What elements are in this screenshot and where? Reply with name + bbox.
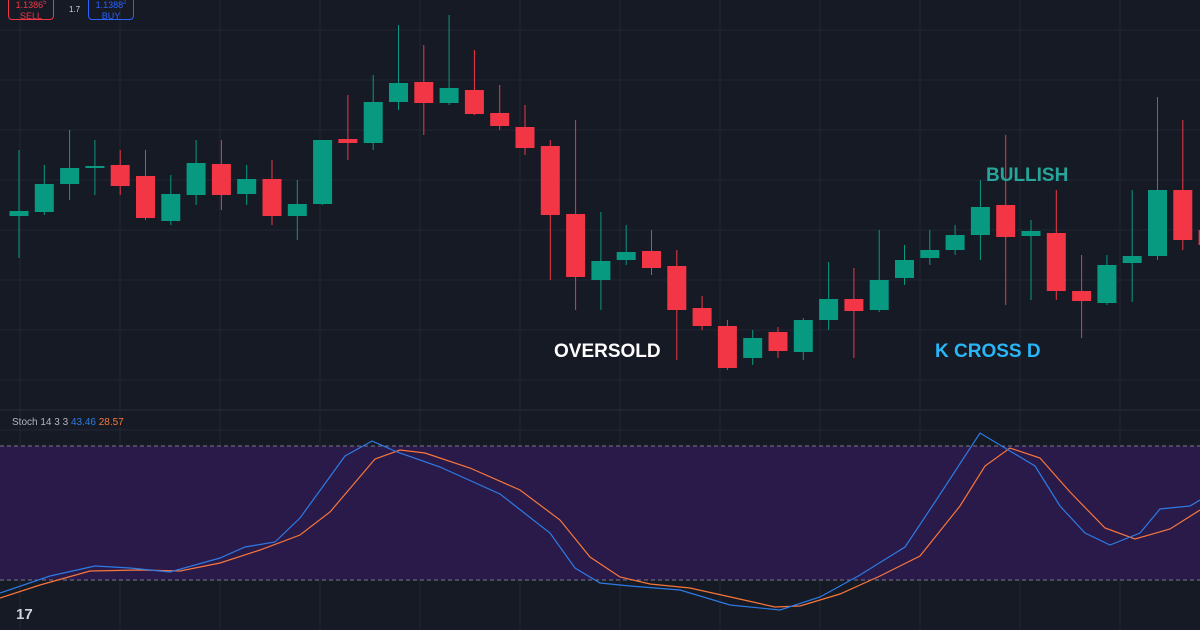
buy-price-pip: 2 xyxy=(123,0,127,6)
candle-body xyxy=(717,326,737,368)
candle-body xyxy=(1148,190,1167,256)
stoch-band xyxy=(0,446,1200,580)
candle-body xyxy=(186,163,206,195)
candle-body xyxy=(1097,265,1117,303)
sell-button[interactable]: 1.13865 SELL xyxy=(8,0,54,21)
candle-body xyxy=(819,299,839,320)
candle-body xyxy=(996,205,1016,237)
candle-body xyxy=(313,140,333,204)
candle-body xyxy=(262,179,282,216)
buy-button[interactable]: 1.13882 BUY xyxy=(88,0,134,21)
logo: 17 xyxy=(16,606,33,623)
candle-body xyxy=(667,266,687,310)
candle-body xyxy=(9,211,29,216)
d-value: 28.57 xyxy=(98,417,124,428)
candle-body xyxy=(970,207,990,235)
candle-body xyxy=(363,102,383,143)
candle-body xyxy=(338,139,358,143)
candle-body xyxy=(1046,233,1066,291)
candle-body xyxy=(1198,230,1200,245)
candle-body xyxy=(389,83,408,102)
stoch-k-line xyxy=(0,432,1200,611)
candle-body xyxy=(692,308,712,326)
candle-body xyxy=(85,166,105,168)
candle-body xyxy=(237,179,257,194)
candle-body xyxy=(287,204,307,216)
candle-body xyxy=(920,250,940,258)
candle-body xyxy=(591,261,611,280)
buy-price: 1.1388 xyxy=(95,0,124,10)
buy-label: BUY xyxy=(101,11,121,21)
candle-body xyxy=(743,338,763,358)
candles xyxy=(9,15,1200,370)
indicator-legend: Stoch 14 3 3 43.46 28.57 xyxy=(12,417,124,428)
candle-body xyxy=(793,320,813,352)
candle-body xyxy=(211,164,231,195)
candle-body xyxy=(1072,291,1092,301)
candle-body xyxy=(945,235,965,250)
candle-body xyxy=(895,260,914,278)
candle-body xyxy=(60,168,80,184)
candle-body xyxy=(490,113,510,126)
candle-body xyxy=(414,82,434,103)
candle-body xyxy=(566,214,586,277)
candle-body xyxy=(110,165,130,186)
k-value: 43.46 xyxy=(70,417,96,428)
sell-price-pip: 5 xyxy=(43,0,47,6)
candle-body xyxy=(869,280,889,310)
candle-body xyxy=(34,184,54,212)
candle-body xyxy=(161,194,181,221)
oversold-label: OVERSOLD xyxy=(554,341,661,362)
candle-body xyxy=(1021,231,1041,236)
candle-body xyxy=(1173,190,1193,240)
candle-body xyxy=(136,176,155,218)
indicator-name: Stoch 14 3 3 xyxy=(12,417,69,428)
candle-body xyxy=(515,127,535,148)
stoch-d-line xyxy=(0,447,1200,608)
candle-body xyxy=(616,252,636,260)
candle-body xyxy=(439,88,459,103)
sell-price: 1.1386 xyxy=(15,0,44,10)
bullish-label: BULLISH xyxy=(986,165,1069,186)
candle-body xyxy=(768,332,788,351)
candle-body xyxy=(844,299,864,311)
candle-body xyxy=(540,146,560,215)
candle-body xyxy=(642,251,661,268)
candle-body xyxy=(1122,256,1142,263)
sell-label: SELL xyxy=(19,11,43,21)
candle-body xyxy=(464,90,484,114)
cross-label: K CROSS D xyxy=(935,341,1041,362)
spread: 1.7 xyxy=(69,5,81,14)
